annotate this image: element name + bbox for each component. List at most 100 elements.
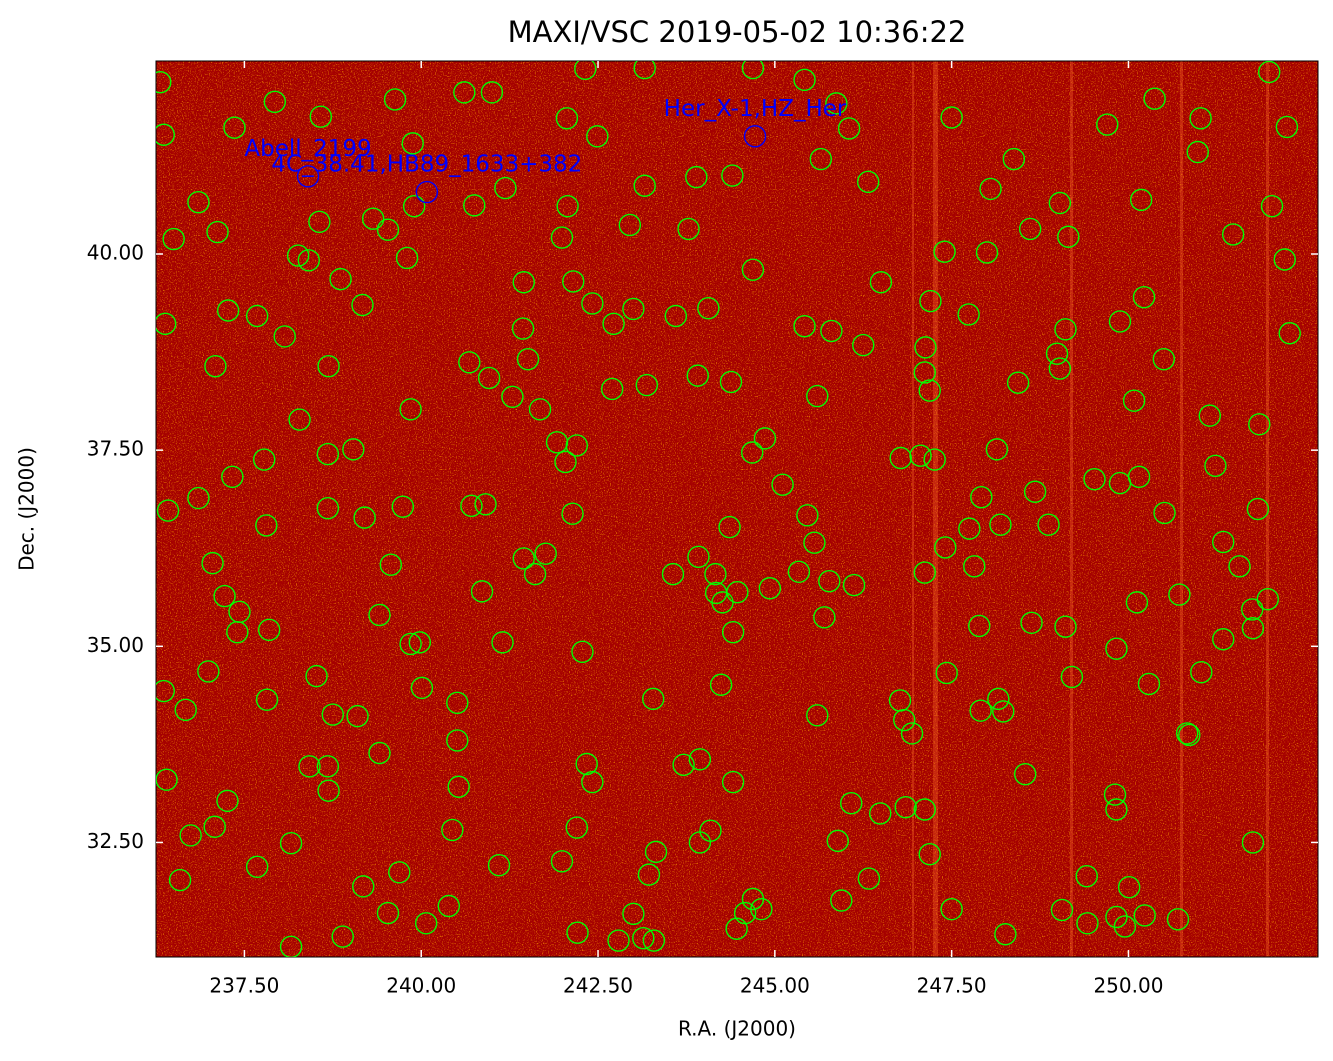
annotation-label: Her_X-1,HZ_Her — [664, 96, 847, 122]
source-marker — [447, 775, 470, 798]
source-marker — [279, 832, 303, 855]
source-marker — [1018, 217, 1042, 241]
source-marker — [168, 868, 192, 892]
source-marker — [830, 889, 853, 912]
source-marker — [721, 164, 744, 187]
source-marker — [869, 271, 893, 294]
source-marker — [245, 304, 269, 328]
source-marker — [352, 875, 375, 898]
source-marker — [512, 271, 535, 294]
source-marker — [1002, 147, 1026, 171]
source-marker — [221, 465, 244, 489]
source-marker — [935, 661, 958, 685]
source-marker — [187, 486, 210, 510]
source-marker — [342, 438, 365, 461]
source-marker — [480, 81, 504, 104]
source-marker — [1248, 413, 1271, 436]
source-marker — [586, 125, 609, 148]
source-marker — [179, 824, 202, 847]
source-marker — [1175, 722, 1199, 745]
y-tick-label: 37.50 — [87, 437, 144, 461]
source-marker — [1152, 347, 1176, 371]
source-marker — [501, 385, 524, 409]
source-marker — [1190, 660, 1213, 684]
source-marker — [156, 768, 178, 791]
source-marker — [309, 105, 332, 128]
source-marker — [893, 708, 916, 732]
source-marker — [1105, 637, 1128, 660]
source-marker — [1137, 672, 1161, 696]
source-marker — [361, 207, 385, 230]
source-marker — [565, 434, 589, 457]
source-marker — [641, 687, 665, 711]
source-marker — [607, 929, 630, 952]
annotation-marker — [743, 125, 767, 148]
source-marker — [279, 935, 303, 957]
x-tick-label: 240.00 — [386, 974, 456, 998]
source-marker — [581, 292, 604, 315]
source-marker — [975, 241, 999, 264]
source-marker — [470, 580, 494, 603]
source-marker — [1122, 389, 1146, 412]
source-marker — [803, 531, 826, 554]
source-marker — [437, 894, 460, 918]
source-marker — [806, 384, 829, 408]
source-marker — [174, 698, 197, 722]
source-marker — [399, 398, 422, 421]
source-marker — [793, 314, 816, 338]
source-marker — [494, 176, 517, 200]
source-marker — [204, 355, 227, 378]
source-marker — [156, 70, 172, 94]
source-marker — [353, 506, 376, 529]
source-marker — [894, 795, 917, 819]
source-marker — [263, 90, 287, 113]
y-tick-label: 35.00 — [87, 633, 144, 657]
source-marker — [1186, 140, 1209, 164]
source-marker — [255, 688, 279, 711]
source-marker — [1105, 798, 1128, 821]
source-marker — [688, 748, 712, 771]
source-marker — [317, 779, 340, 802]
source-marker — [869, 802, 892, 825]
source-marker — [298, 755, 321, 778]
source-marker — [555, 107, 579, 130]
source-marker — [512, 547, 535, 570]
source-marker — [963, 555, 986, 578]
source-marker — [308, 210, 331, 234]
source-marker — [446, 691, 469, 714]
source-marker — [1166, 908, 1190, 931]
source-marker — [818, 569, 841, 593]
source-marker — [934, 536, 957, 559]
source-marker — [1260, 194, 1284, 218]
source-marker — [201, 551, 224, 575]
source-marker — [1108, 310, 1132, 333]
source-marker — [633, 174, 656, 197]
source-marker — [162, 227, 185, 251]
source-marker — [1105, 905, 1128, 929]
source-marker — [1127, 465, 1151, 489]
source-marker — [565, 816, 589, 839]
source-marker — [642, 929, 666, 952]
source-marker — [255, 514, 278, 537]
source-marker — [487, 854, 511, 877]
chart-title: MAXI/VSC 2019-05-02 10:36:22 — [508, 15, 967, 49]
source-marker — [1045, 342, 1069, 365]
source-marker — [156, 679, 175, 703]
source-marker — [474, 493, 497, 516]
source-marker — [809, 147, 833, 171]
source-marker — [1132, 285, 1156, 309]
source-marker — [837, 117, 861, 140]
source-marker — [550, 850, 574, 873]
source-marker — [245, 855, 269, 878]
source-marker — [718, 515, 741, 539]
source-marker — [1129, 188, 1153, 212]
source-marker — [223, 116, 246, 139]
source-marker — [1125, 591, 1149, 614]
source-marker — [316, 755, 340, 778]
source-marker — [1241, 598, 1264, 621]
source-marker — [940, 897, 963, 921]
source-marker — [913, 798, 936, 821]
source-marker — [383, 88, 407, 111]
source-marker — [672, 753, 695, 776]
